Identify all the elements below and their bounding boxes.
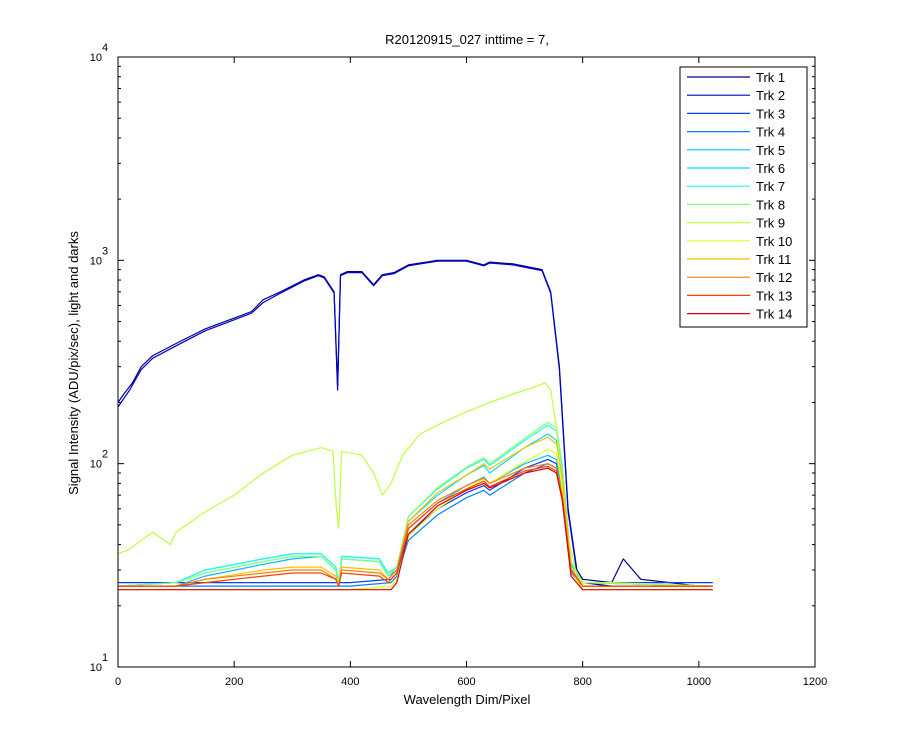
series-layer	[117, 259, 713, 591]
legend-label: Trk 14	[756, 307, 792, 322]
x-tick-label: 0	[115, 676, 121, 688]
y-tick-label: 10	[90, 255, 102, 267]
legend-label: Trk 7	[756, 179, 785, 194]
legend: Trk 1 Trk 2 Trk 3 Trk 4 Trk 5 Trk 6 Trk 7 Trk 8…	[679, 66, 808, 328]
legend-label: Trk 5	[756, 143, 785, 158]
x-tick-label: 800	[573, 676, 591, 688]
legend-label: Trk 12	[756, 270, 792, 285]
chart-title: R20120915_027 inttime = 7,	[385, 32, 549, 47]
x-tick-label: 600	[457, 676, 475, 688]
x-tick-label: 1000	[687, 676, 711, 688]
x-tick-label: 200	[225, 676, 243, 688]
legend-label: Trk 9	[756, 216, 785, 231]
x-tick-label: 1200	[803, 676, 827, 688]
legend-label: Trk 2	[756, 88, 785, 103]
legend-label: Trk 10	[756, 234, 792, 249]
legend-label: Trk 6	[756, 161, 785, 176]
series-line-trk-14	[118, 467, 713, 591]
x-axis-label: Wavelength Dim/Pixel	[404, 692, 531, 707]
series-line-trk-1	[117, 259, 713, 587]
legend-label: Trk 13	[756, 288, 792, 303]
y-tick-label: 10	[90, 662, 102, 674]
y-tick-label: 10	[90, 52, 102, 64]
y-tick-exponent: 2	[102, 449, 108, 461]
x-tick-label: 400	[341, 676, 359, 688]
y-tick-exponent: 3	[102, 245, 108, 257]
legend-label: Trk 3	[756, 106, 785, 121]
y-axis-label: Signal Intensity (ADU/pix/sec), light an…	[66, 231, 81, 495]
series-line-trk-9	[117, 382, 713, 587]
y-tick-exponent: 1	[102, 652, 108, 664]
y-tick-exponent: 4	[102, 42, 108, 54]
legend-label: Trk 4	[756, 125, 785, 140]
legend-box	[679, 66, 808, 328]
legend-label: Trk 1	[756, 70, 785, 85]
legend-label: Trk 8	[756, 197, 785, 212]
y-tick-label: 10	[90, 459, 102, 471]
legend-label: Trk 11	[756, 252, 791, 267]
series-line-trk-2	[117, 260, 713, 587]
